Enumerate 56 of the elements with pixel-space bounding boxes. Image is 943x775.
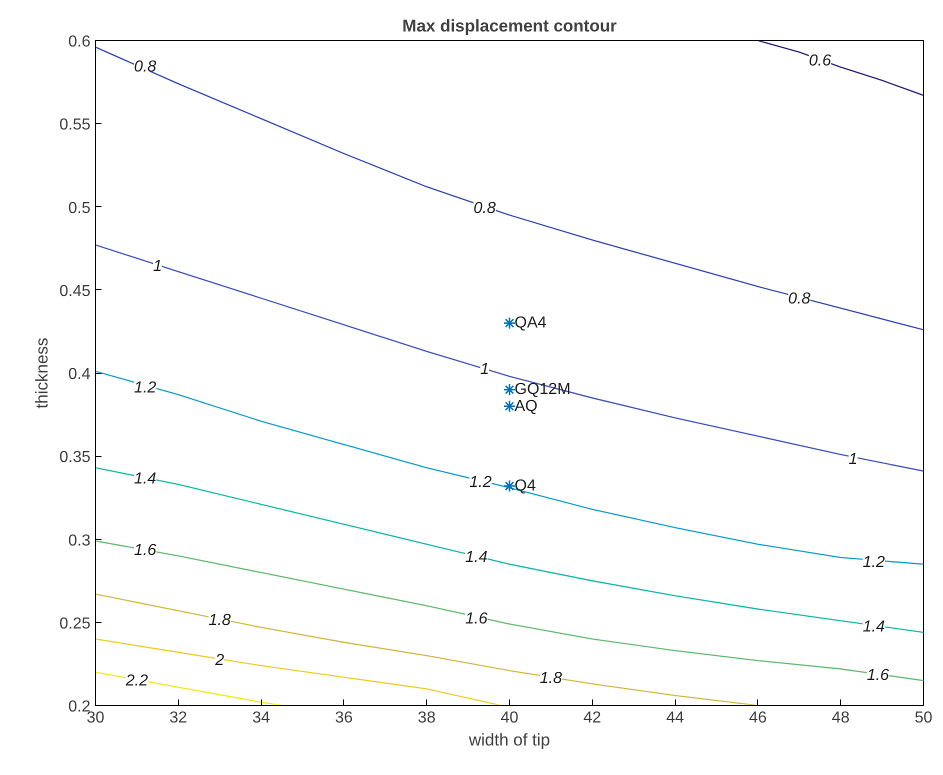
annotation: 1 (480, 361, 490, 378)
y-tick-label: 0.5 (68, 200, 91, 217)
annotation: QA4 (514, 314, 547, 332)
x-tick-label: 38 (418, 710, 436, 726)
x-tick-label: 32 (169, 710, 188, 726)
annotation: 1.2 (134, 379, 156, 396)
annotation: 1.6 (866, 666, 890, 684)
point (503, 480, 516, 492)
y-tick-label: 0.6 (68, 34, 91, 50)
annotation: 0.8 (474, 200, 496, 217)
line-series (96, 672, 282, 706)
y-axis-title: thickness (32, 338, 52, 408)
annotation: Q4 (514, 478, 536, 495)
point (503, 383, 516, 396)
y-tick-label: 0.35 (59, 449, 91, 466)
line-series (96, 593, 759, 706)
annotation: 1 (153, 258, 162, 275)
line-series (96, 467, 924, 633)
x-tick-label: 34 (252, 710, 270, 726)
x-tick-label: 42 (583, 710, 602, 726)
x-tick-label: 50 (914, 710, 932, 726)
annotation: 1.6 (465, 610, 488, 628)
annotation: 1.4 (465, 548, 488, 566)
annotation: GQ12M (514, 381, 571, 398)
x-tick-label: 40 (500, 710, 518, 726)
y-tick-label: 0.4 (68, 366, 91, 383)
annotation: 1 (848, 450, 858, 468)
annotation: 1.8 (208, 612, 231, 630)
x-tick-label: 36 (335, 710, 353, 726)
annotation: 1.2 (862, 554, 886, 571)
x-axis-title: width of tip (468, 730, 550, 750)
x-tick-label: 30 (86, 710, 104, 726)
annotation: 1.4 (134, 470, 156, 488)
x-tick-label: 48 (832, 710, 850, 726)
y-tick-label: 0.55 (59, 116, 91, 134)
annotation: 1.2 (469, 474, 492, 492)
annotation: 1.8 (540, 670, 562, 688)
line-series (96, 638, 502, 706)
x-tick-label: 46 (749, 710, 767, 726)
annotation: 1.4 (862, 618, 886, 636)
annotation: 0.6 (808, 52, 832, 70)
line-series (757, 40, 924, 96)
point (503, 316, 516, 330)
annotation: 0.8 (134, 58, 156, 76)
annotation: 2 (214, 652, 224, 669)
line-series (96, 46, 924, 330)
annotation: 2.2 (124, 672, 148, 690)
y-tick-label: 0.3 (68, 532, 91, 550)
x-tick-label: 44 (666, 710, 684, 726)
y-tick-label: 0.25 (59, 615, 91, 632)
chart-title: Max displacement contour (402, 16, 618, 36)
annotation: 1.6 (134, 542, 156, 560)
annotation: AQ (514, 398, 538, 415)
y-tick-label: 0.45 (59, 282, 91, 300)
line-series (96, 244, 924, 472)
annotation: 0.8 (788, 290, 811, 308)
